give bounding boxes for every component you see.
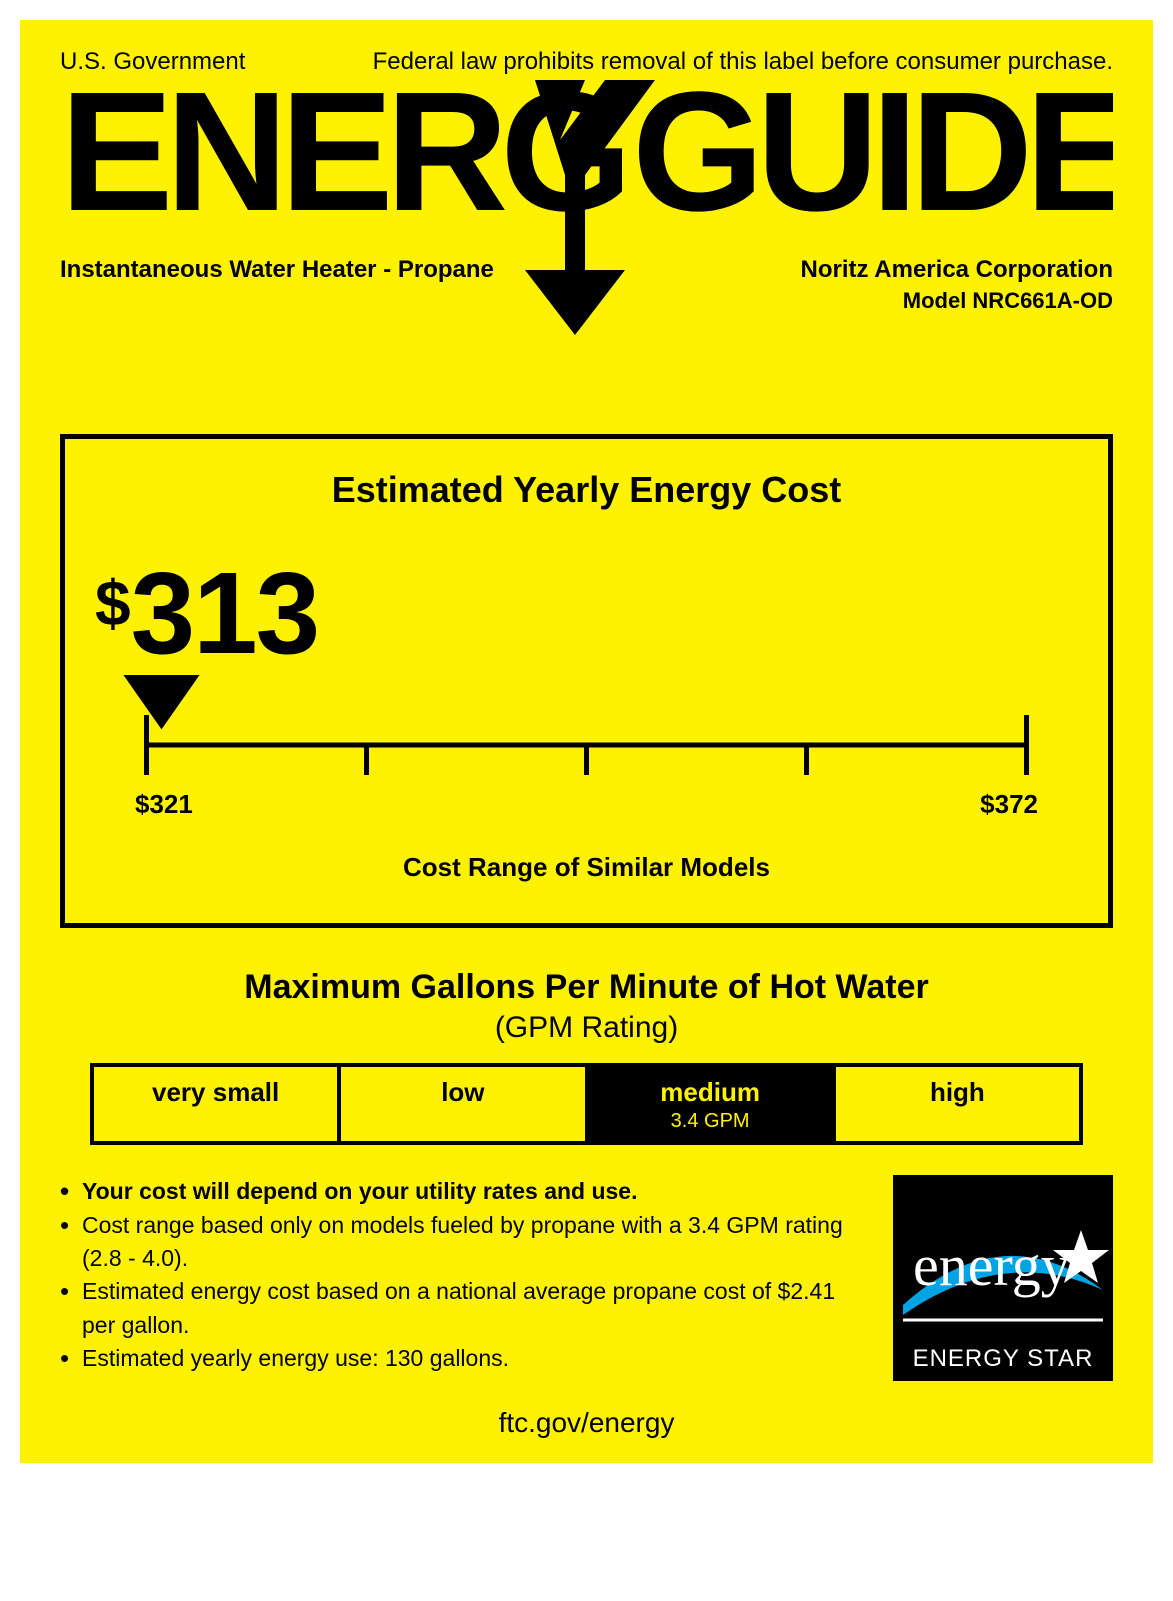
legal-text: Federal law prohibits removal of this la… — [373, 48, 1113, 76]
logo-block: ENERG GUIDE — [60, 80, 1113, 340]
cost-range-label: Cost Range of Similar Models — [95, 852, 1078, 883]
energy-star-badge: energy ENERGY STAR — [893, 1175, 1113, 1381]
gpm-cell-low: low — [341, 1067, 588, 1141]
energy-star-icon: energy — [893, 1175, 1113, 1345]
note-item: Estimated yearly energy use: 130 gallons… — [60, 1342, 863, 1375]
gpm-cell-value: 3.4 GPM — [593, 1110, 828, 1133]
svg-text:GUIDE: GUIDE — [632, 80, 1113, 247]
svg-text:ENERG: ENERG — [60, 80, 625, 247]
scale-graphic — [105, 675, 1068, 795]
gpm-table: very smalllowmedium3.4 GPMhigh — [90, 1063, 1083, 1145]
note-item: Estimated energy cost based on a nationa… — [60, 1275, 863, 1342]
price-row: $ 313 — [95, 561, 1078, 665]
range-min: $321 — [135, 789, 193, 820]
gpm-cell-high: high — [836, 1067, 1079, 1141]
gpm-cell-very-small: very small — [94, 1067, 341, 1141]
authority-text: U.S. Government — [60, 48, 245, 76]
footer-row: Your cost will depend on your utility ra… — [60, 1175, 1113, 1381]
cost-scale: $321 $372 — [95, 675, 1078, 820]
energy-star-label: ENERGY STAR — [893, 1345, 1113, 1373]
note-item: Cost range based only on models fueled b… — [60, 1209, 863, 1276]
energyguide-logo: ENERG GUIDE — [60, 80, 1113, 340]
notes-list: Your cost will depend on your utility ra… — [60, 1175, 863, 1375]
cost-title: Estimated Yearly Energy Cost — [95, 469, 1078, 511]
cost-box: Estimated Yearly Energy Cost $ 313 — [60, 434, 1113, 928]
ftc-url: ftc.gov/energy — [60, 1407, 1113, 1439]
range-max: $372 — [980, 789, 1038, 820]
note-item: Your cost will depend on your utility ra… — [60, 1175, 863, 1208]
scale-labels: $321 $372 — [105, 789, 1068, 820]
svg-text:energy: energy — [913, 1233, 1070, 1298]
gpm-title: Maximum Gallons Per Minute of Hot Water — [60, 968, 1113, 1007]
gpm-cell-medium: medium3.4 GPM — [589, 1067, 836, 1141]
energyguide-label: U.S. Government Federal law prohibits re… — [20, 20, 1153, 1463]
gpm-subtitle: (GPM Rating) — [60, 1011, 1113, 1045]
header-row: U.S. Government Federal law prohibits re… — [60, 48, 1113, 76]
currency-symbol: $ — [95, 571, 131, 635]
yearly-cost-value: 313 — [131, 561, 319, 665]
